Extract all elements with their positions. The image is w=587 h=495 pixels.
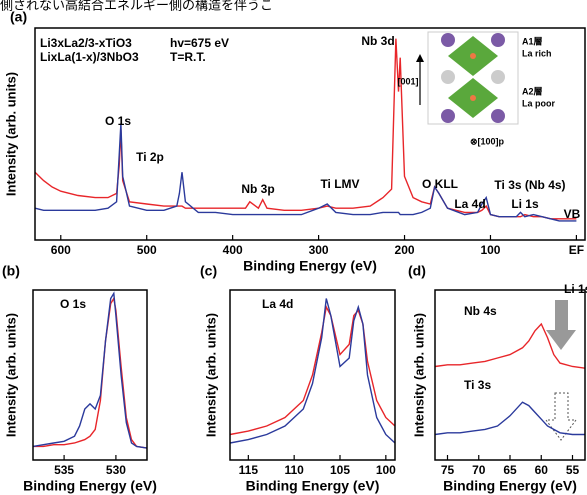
- subtitle: T=R.T.: [170, 50, 206, 64]
- spectrum-line: [434, 322, 586, 369]
- annotation: Nb 3d: [361, 34, 394, 48]
- subtitle: hv=675 eV: [170, 36, 229, 50]
- plot-frame: [229, 289, 396, 461]
- inset-label: [001]: [397, 76, 418, 86]
- plot-frame: [34, 27, 586, 241]
- inset-label: La poor: [522, 98, 555, 108]
- spectrum-line: [34, 123, 577, 222]
- x-tick-label: 70: [472, 463, 486, 477]
- x-tick-label: 55: [566, 463, 580, 477]
- annotation: VB: [564, 207, 581, 221]
- x-tick-label: 535: [54, 463, 74, 477]
- y-axis-label: Intensity (arb. units): [203, 313, 218, 437]
- annotation: Li 1s: [511, 197, 539, 211]
- plot-frame: [32, 289, 148, 461]
- x-tick-label: 110: [284, 463, 304, 477]
- inset-structure: [416, 31, 519, 125]
- x-tick-label: 100: [376, 463, 396, 477]
- annotation: O 1s: [105, 114, 131, 128]
- x-tick-label: 115: [239, 463, 259, 477]
- arrow: [545, 392, 577, 441]
- annotation: O 1s: [60, 297, 86, 311]
- x-tick-label: EF: [569, 243, 584, 257]
- inset-label: A2層: [522, 85, 543, 96]
- annotation: Nb 4s: [464, 304, 497, 318]
- x-axis-label: Binding Energy (eV): [246, 478, 380, 494]
- spectrum-line: [229, 304, 396, 436]
- spectrum-line: [229, 298, 396, 444]
- x-tick-label: 60: [535, 463, 549, 477]
- panel-label: (c): [200, 263, 217, 279]
- annotation: Ti 3s: [464, 378, 491, 392]
- annotation: Ti 2p: [136, 150, 164, 164]
- spectrum-line: [33, 296, 148, 449]
- inset-label: ⊗[100]p: [470, 136, 505, 146]
- x-tick-label: 400: [223, 243, 243, 257]
- annotation: Ti LMV: [320, 177, 359, 191]
- caption-fragment: 側されない高結合エネルギー側の構造を伴うこ: [0, 0, 273, 14]
- y-axis-label: Intensity (arb. units): [3, 313, 18, 437]
- x-tick-label: 65: [503, 463, 517, 477]
- x-tick-label: 500: [137, 243, 157, 257]
- arrow: [546, 300, 576, 350]
- x-tick-label: 100: [480, 243, 500, 257]
- annotation: Ti 3s (Nb 4s): [494, 178, 565, 192]
- annotation: Nb 3p: [241, 182, 274, 196]
- annotation: La 4d: [262, 297, 293, 311]
- inset-label: A1層: [522, 35, 543, 46]
- y-axis-label: Intensity (arb. units): [411, 313, 426, 437]
- x-tick-label: 75: [441, 463, 455, 477]
- x-tick-label: 200: [395, 243, 415, 257]
- annotation: Li 1s: [564, 282, 587, 296]
- panel-label: (a): [10, 9, 27, 25]
- x-tick-label: 530: [106, 463, 126, 477]
- y-axis-label: Intensity (arb. units): [3, 72, 18, 196]
- x-axis-label: Binding Energy (eV): [23, 478, 157, 494]
- legend-entry: Li3xLa2/3-xTiO3: [40, 36, 132, 50]
- x-tick-label: 300: [309, 243, 329, 257]
- annotation: O KLL: [422, 177, 458, 191]
- inset-label: La rich: [522, 48, 552, 58]
- spectrum-line: [32, 291, 148, 449]
- legend-entry: LixLa(1-x)/3NbO3: [40, 50, 139, 64]
- panel-label: (b): [2, 263, 20, 279]
- annotation: La 4d: [454, 197, 485, 211]
- panel-label: (d): [408, 263, 426, 279]
- x-tick-label: 600: [51, 243, 71, 257]
- x-axis-label: Binding Energy (eV): [243, 258, 377, 274]
- x-tick-label: 105: [330, 463, 350, 477]
- x-axis-label: Binding Energy (eV): [443, 478, 577, 494]
- spectrum-line: [434, 401, 585, 436]
